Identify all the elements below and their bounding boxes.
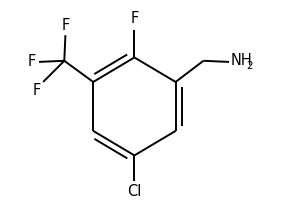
Text: NH: NH <box>231 53 253 68</box>
Text: F: F <box>33 83 41 98</box>
Text: F: F <box>61 17 70 32</box>
Text: F: F <box>130 11 139 26</box>
Text: F: F <box>28 54 36 69</box>
Text: 2: 2 <box>246 61 253 71</box>
Text: Cl: Cl <box>127 184 142 199</box>
